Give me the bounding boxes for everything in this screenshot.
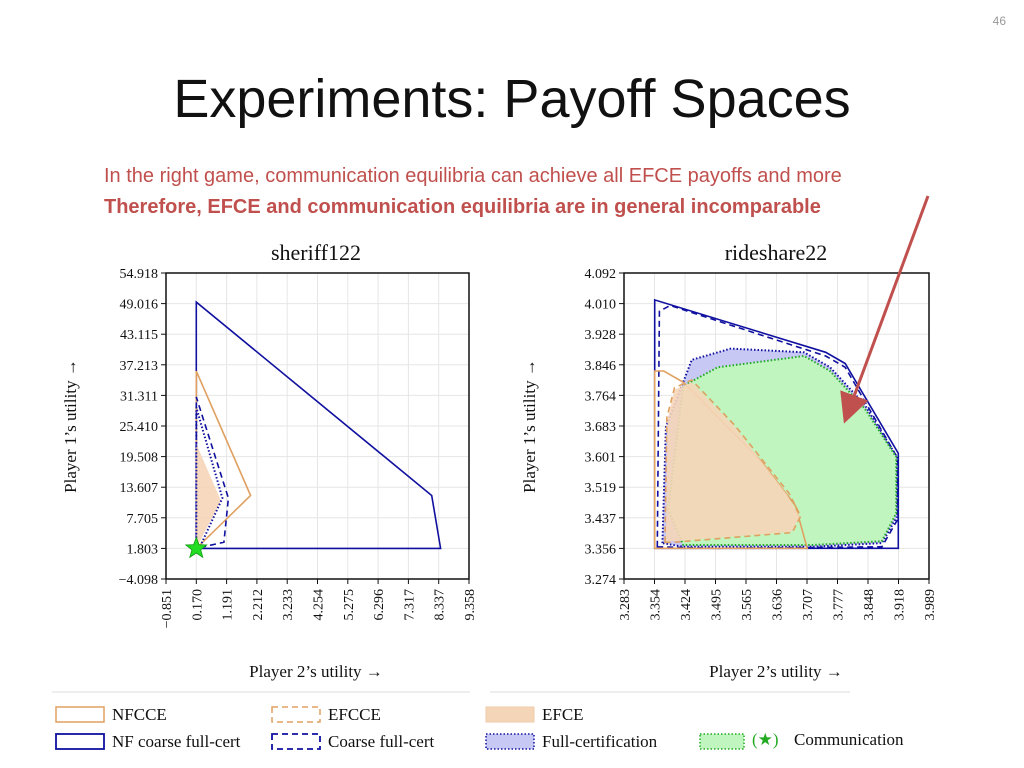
chart-title: sheriff122 (271, 240, 361, 265)
y-tick-label: 3.437 (585, 512, 617, 527)
y-tick-label: 49.016 (120, 298, 159, 313)
legend-swatch-efcce (271, 706, 321, 723)
x-axis-label: Player 2’s utility → (249, 662, 383, 681)
legend-label-efce: EFCE (542, 705, 584, 724)
y-tick-label: 3.356 (585, 542, 617, 557)
x-tick-label: −0.851 (160, 589, 175, 628)
series-layer (653, 298, 900, 550)
y-tick-labels: 4.092 4.010 3.928 3.846 3.764 3.683 3.601 3.519… (585, 267, 624, 588)
x-tick-label: 3.918 (893, 589, 908, 621)
series-full-certification (195, 407, 224, 551)
x-tick-label: 5.275 (342, 589, 357, 621)
series-efce (196, 443, 221, 549)
legend-swatch-coarse (271, 733, 321, 750)
y-tick-label: 13.607 (120, 481, 159, 496)
y-tick-label: 37.213 (120, 359, 159, 374)
x-tick-label: 6.296 (372, 589, 387, 621)
legend: NFCCE EFCCE EFCE NF coarse full-cert Coa… (52, 691, 904, 751)
x-tick-label: 3.636 (771, 589, 786, 621)
legend-swatch-fullcert (485, 733, 535, 750)
series-nf-coarse-full-cert (195, 300, 442, 550)
x-tick-label: 3.565 (740, 589, 755, 621)
x-tick-label: 3.424 (679, 589, 694, 621)
x-tick-label: 3.495 (710, 589, 725, 621)
series-efce (665, 382, 800, 542)
y-tick-label: 43.115 (120, 328, 158, 343)
legend-swatch-nf-coarse (55, 733, 105, 750)
chart-title: rideshare22 (725, 240, 828, 265)
y-tick-label: 3.928 (585, 328, 617, 343)
x-axis-label: Player 2’s utility → (709, 662, 843, 681)
y-tick-label: 7.705 (127, 512, 159, 527)
y-tick-label: 31.311 (120, 389, 158, 404)
legend-label-coarse: Coarse full-cert (328, 732, 434, 751)
legend-label-comm-star: (★) (752, 730, 779, 749)
subtitle-line-1: In the right game, communication equilib… (104, 165, 842, 187)
x-tick-label: 0.170 (190, 589, 205, 621)
x-tick-label: 3.777 (832, 589, 847, 621)
x-tick-label: 3.707 (801, 589, 816, 621)
legend-label-communication: Communication (794, 730, 904, 749)
y-tick-label: 3.601 (585, 451, 617, 466)
series-nf-coarse-full-cert (653, 298, 900, 550)
chart-rideshare22: rideshare22 4.092 4.010 3.928 3.846 3.764 3.6… (520, 240, 938, 681)
x-tick-label: 3.848 (862, 589, 877, 621)
x-tick-label: 9.358 (463, 589, 478, 621)
x-tick-label: 7.317 (402, 589, 417, 621)
y-tick-label: 4.010 (585, 298, 617, 313)
x-tick-label: 8.337 (433, 589, 448, 621)
legend-label-efcce: EFCCE (328, 705, 381, 724)
legend-label-nfcce: NFCCE (112, 705, 167, 724)
x-tick-label: 3.354 (649, 589, 664, 621)
slide-number: 46 (992, 14, 1006, 28)
slide-title: Experiments: Payoff Spaces (173, 69, 851, 129)
y-axis-label: Player 1’s utility → (520, 359, 539, 493)
y-tick-label: 54.918 (120, 267, 159, 282)
x-tick-labels: 3.283 3.354 3.424 3.495 3.565 3.636 3.707 3.777… (618, 579, 938, 621)
y-tick-label: 3.519 (585, 481, 617, 496)
x-tick-label: 2.212 (251, 589, 266, 621)
x-tick-label: 3.989 (923, 589, 938, 621)
x-tick-label: 3.233 (281, 589, 296, 621)
y-tick-label: 4.092 (585, 267, 617, 282)
y-tick-label: 25.410 (120, 420, 159, 435)
y-tick-label: 3.683 (585, 420, 617, 435)
y-tick-label: −4.098 (119, 573, 158, 588)
legend-swatch-nfcce (55, 706, 105, 723)
annotation-arrow (840, 195, 930, 424)
y-tick-labels: 54.918 49.016 43.115 37.213 31.311 25.410 19.5… (119, 267, 166, 588)
y-tick-label: 3.764 (585, 389, 617, 404)
x-tick-label: 4.254 (312, 589, 327, 621)
series-efcce (664, 379, 802, 544)
y-tick-label: 1.803 (127, 542, 159, 557)
y-tick-label: 3.846 (585, 359, 617, 374)
x-tick-labels: −0.851 0.170 1.191 2.212 3.233 4.254 5.275 6.29… (160, 579, 478, 628)
chart-sheriff122: sheriff122 54.918 49.016 43.115 37.213 31.31… (61, 240, 478, 681)
x-tick-label: 3.283 (618, 589, 633, 621)
legend-swatch-efce (485, 706, 535, 723)
x-tick-label: 1.191 (221, 589, 236, 621)
subtitle-line-2: Therefore, EFCE and communication equili… (104, 196, 821, 218)
legend-label-nf-coarse: NF coarse full-cert (112, 732, 241, 751)
y-axis-label: Player 1’s utility → (61, 359, 80, 493)
legend-label-fullcert: Full-certification (542, 732, 658, 751)
legend-swatch-communication (699, 733, 745, 750)
marker-communication-star (184, 536, 208, 559)
series-layer (184, 300, 442, 559)
y-tick-label: 19.508 (120, 451, 159, 466)
y-tick-label: 3.274 (585, 573, 617, 588)
